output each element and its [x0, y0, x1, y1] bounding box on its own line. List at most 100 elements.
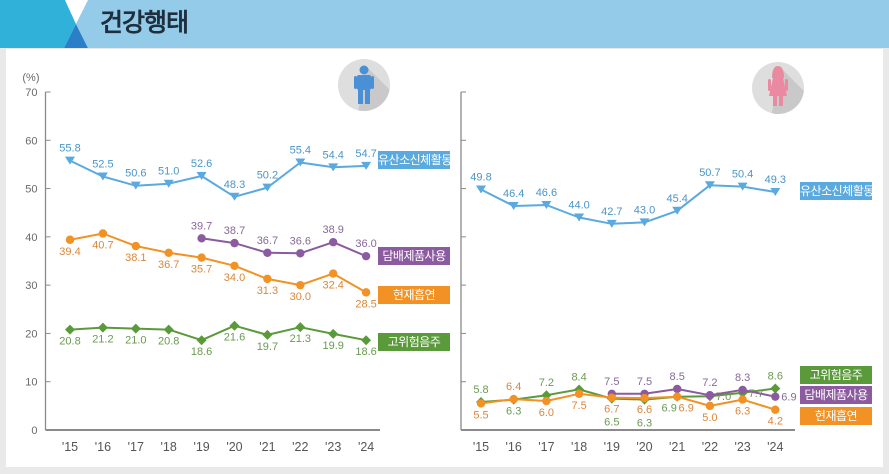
female-data-label: 6.0	[539, 407, 554, 419]
female-data-label: 5.5	[473, 409, 488, 421]
male-data-label: 39.7	[191, 220, 212, 232]
legend-female-aerobic: 유산소신체활동	[800, 182, 874, 200]
male-x-tick-label: '22	[292, 440, 308, 454]
male-series-line	[69, 232, 367, 294]
female-data-label: 6.9	[662, 403, 677, 415]
legend-female-tobacco-products: 담배제품사용	[800, 386, 872, 404]
female-point-marker	[771, 405, 780, 414]
male-point-marker	[98, 229, 108, 238]
female-data-label: 6.3	[506, 406, 521, 418]
female-point-marker	[541, 200, 552, 209]
female-x-tick-label: '24	[767, 440, 783, 454]
male-point-marker	[197, 234, 206, 243]
female-series-line	[480, 392, 776, 411]
male-point-marker	[329, 269, 338, 278]
female-person-icon	[752, 62, 804, 114]
female-point-marker	[705, 401, 715, 411]
female-data-label: 6.4	[506, 381, 521, 393]
legend-female-drinking: 고위험음주	[800, 366, 872, 384]
female-data-label: 6.3	[735, 406, 750, 418]
header-accent-blue	[64, 24, 88, 48]
page-title: 건강행태	[100, 9, 189, 37]
male-data-label: 18.6	[191, 346, 212, 358]
female-data-label: 7.5	[637, 376, 652, 388]
female-data-label: 44.0	[568, 200, 589, 212]
female-x-tick-label: '21	[669, 440, 685, 454]
male-y-tick-label: 60	[25, 135, 37, 147]
male-point-marker	[263, 248, 272, 257]
female-x-tick-label: '16	[506, 440, 522, 454]
female-series-line	[480, 184, 776, 225]
legend-male-aerobic: 유산소신체활동	[378, 151, 452, 169]
female-x-tick-label: '19	[604, 440, 620, 454]
female-x-tick-label: '18	[571, 440, 587, 454]
female-point-marker	[508, 201, 519, 210]
female-data-label: 7.5	[604, 376, 619, 388]
female-point-marker	[574, 213, 585, 222]
male-data-label: 51.0	[158, 166, 179, 178]
female-x-tick-label: '17	[538, 440, 554, 454]
male-point-marker	[328, 163, 339, 172]
female-data-label: 4.2	[768, 416, 783, 428]
male-point-marker	[361, 335, 372, 346]
female-point-marker	[509, 394, 518, 404]
male-y-tick-label: 20	[25, 328, 37, 340]
female-data-label: 46.6	[536, 187, 557, 199]
female-data-label: 7.2	[539, 377, 554, 389]
legend-male-tobacco-products: 담배제품사용	[378, 247, 450, 265]
male-point-marker	[328, 328, 339, 339]
male-point-marker	[130, 181, 141, 190]
male-data-label: 48.3	[224, 179, 245, 191]
female-data-label: 7.7	[749, 388, 764, 400]
male-point-marker	[163, 179, 174, 188]
male-data-label: 39.4	[59, 246, 80, 258]
female-point-marker	[770, 383, 781, 394]
female-data-label: 49.8	[470, 172, 491, 184]
male-x-tick-label: '18	[161, 440, 177, 454]
female-point-marker	[607, 393, 616, 402]
male-data-label: 21.2	[92, 334, 113, 346]
female-data-label: 42.7	[601, 206, 622, 218]
male-data-label: 38.7	[224, 225, 245, 237]
female-data-label: 43.0	[634, 204, 655, 216]
female-data-label: 6.5	[604, 417, 619, 429]
male-data-label: 50.2	[257, 170, 278, 182]
male-data-label: 55.4	[290, 144, 311, 156]
male-point-marker	[329, 237, 338, 247]
male-point-marker	[131, 241, 140, 251]
header-bar	[76, 0, 889, 48]
male-data-label: 35.7	[191, 264, 212, 276]
male-x-tick-label: '16	[95, 440, 111, 454]
female-point-marker	[704, 181, 715, 190]
male-point-marker	[296, 280, 305, 290]
male-x-tick-label: '17	[128, 440, 144, 454]
male-data-label: 36.0	[355, 238, 376, 250]
male-point-marker	[229, 192, 240, 201]
male-point-marker	[230, 238, 239, 248]
female-x-tick-label: '22	[702, 440, 718, 454]
legend-male-smoking: 현재흡연	[378, 286, 450, 304]
male-point-marker	[65, 156, 75, 165]
female-data-label: 8.3	[735, 372, 750, 384]
male-person-icon	[338, 59, 390, 111]
male-point-marker	[164, 248, 173, 257]
female-point-marker	[672, 206, 683, 215]
female-point-marker	[673, 384, 682, 394]
male-data-label: 21.0	[125, 335, 146, 347]
male-data-label: 31.3	[257, 285, 278, 297]
female-point-marker	[476, 399, 486, 408]
male-point-marker	[361, 251, 371, 261]
male-y-tick-label: 70	[25, 87, 37, 99]
male-point-marker	[230, 261, 239, 271]
header-banner	[0, 0, 889, 48]
female-point-marker	[476, 185, 486, 194]
female-point-marker	[574, 389, 584, 398]
female-series-line	[611, 388, 776, 398]
legend-male-drinking: 고위험음주	[378, 333, 450, 351]
male-data-label: 52.6	[191, 158, 212, 170]
male-data-label: 19.7	[257, 341, 278, 353]
female-data-label: 50.4	[732, 169, 753, 181]
female-data-label: 5.8	[473, 384, 488, 396]
male-data-label: 38.1	[125, 252, 146, 264]
male-data-label: 32.4	[322, 280, 343, 292]
